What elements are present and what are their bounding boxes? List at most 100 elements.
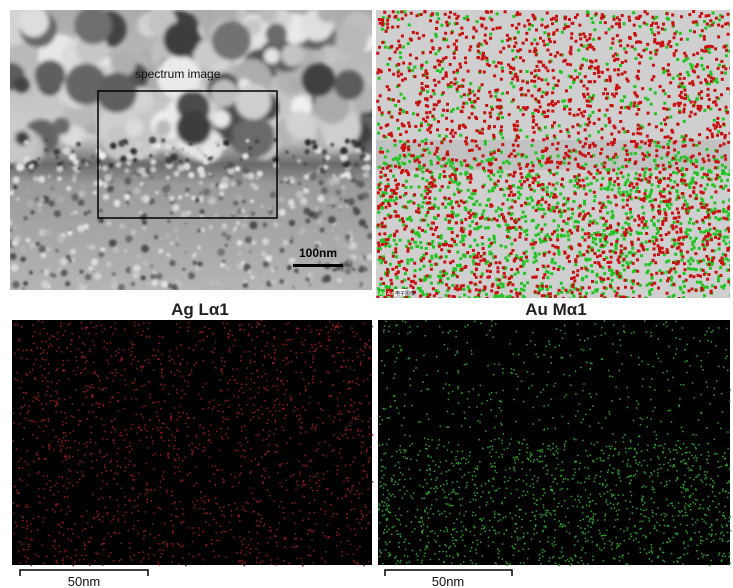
texture-grain — [250, 221, 258, 229]
texture-grain — [344, 171, 351, 178]
texture-grain — [210, 183, 215, 188]
texture-grain — [249, 250, 252, 253]
texture-grain — [317, 195, 324, 202]
texture-grain — [138, 210, 143, 215]
texture-grain — [71, 150, 74, 153]
texture-grain — [31, 210, 35, 214]
texture-grain — [79, 270, 83, 274]
texture-grain — [26, 200, 34, 208]
texture-grain — [224, 282, 232, 290]
texture-grain — [241, 223, 247, 229]
texture-grain — [176, 243, 179, 246]
texture-grain — [16, 163, 24, 171]
texture-grain — [261, 205, 264, 208]
texture-grain — [134, 175, 137, 178]
texture-grain — [261, 251, 266, 256]
texture-grain — [287, 265, 292, 270]
texture-grain — [342, 191, 345, 194]
texture-grain — [27, 161, 32, 166]
texture-grain — [222, 223, 228, 229]
texture-grain — [8, 157, 14, 163]
texture-grain — [110, 51, 136, 77]
texture-grain — [60, 258, 68, 266]
texture-grain — [44, 286, 47, 289]
texture-grain — [330, 143, 334, 147]
texture-grain — [220, 263, 225, 268]
texture-grain — [367, 233, 373, 239]
texture-grain — [150, 159, 156, 165]
texture-grain — [343, 160, 351, 168]
legend-image: 电子图像 — [395, 290, 415, 297]
texture-grain — [290, 79, 302, 91]
texture-grain — [235, 194, 243, 202]
texture-grain — [176, 238, 178, 240]
texture-grain — [39, 229, 46, 236]
texture-grain — [109, 163, 114, 168]
texture-grain — [320, 228, 325, 233]
texture-grain — [14, 77, 30, 93]
texture-grain — [156, 273, 162, 279]
ag-title: Ag Lα1 — [171, 300, 229, 319]
texture-grain — [340, 198, 342, 200]
texture-grain — [88, 210, 91, 213]
texture-grain — [77, 225, 84, 232]
texture-grain — [340, 147, 348, 155]
texture-grain — [47, 175, 50, 178]
texture-grain — [359, 219, 367, 227]
overlay-image — [376, 10, 733, 301]
texture-grain — [39, 197, 45, 203]
texture-grain — [203, 188, 210, 195]
texture-grain — [124, 177, 131, 184]
texture-grain — [263, 261, 270, 268]
texture-grain — [129, 201, 132, 204]
texture-grain — [81, 158, 86, 163]
texture-grain — [249, 147, 252, 150]
texture-grain — [124, 194, 130, 200]
texture-grain — [182, 272, 184, 274]
texture-grain — [39, 209, 41, 211]
sem-scale-label: 100nm — [299, 246, 337, 260]
texture-grain — [119, 223, 125, 229]
texture-grain — [258, 4, 277, 23]
texture-grain — [334, 70, 364, 100]
texture-grain — [10, 229, 13, 232]
texture-grain — [293, 156, 295, 158]
texture-grain — [150, 167, 156, 173]
texture-grain — [293, 267, 299, 273]
texture-grain — [351, 139, 356, 144]
texture-grain — [29, 271, 33, 275]
texture-grain — [270, 268, 275, 273]
au-title: Au Mα1 — [525, 300, 586, 319]
texture-grain — [272, 207, 275, 210]
texture-grain — [172, 147, 174, 149]
texture-grain — [242, 153, 248, 159]
texture-grain — [160, 237, 162, 239]
texture-grain — [273, 163, 279, 169]
texture-grain — [142, 184, 145, 187]
texture-grain — [208, 173, 211, 176]
texture-grain — [196, 288, 199, 291]
texture-grain — [72, 167, 74, 169]
au-map — [378, 320, 730, 565]
texture-grain — [289, 239, 293, 243]
ag-map — [12, 320, 372, 565]
texture-grain — [11, 264, 19, 272]
texture-grain — [204, 155, 206, 157]
texture-grain — [238, 251, 243, 256]
texture-grain — [126, 200, 129, 203]
texture-grain — [29, 243, 35, 249]
texture-grain — [76, 142, 80, 146]
texture-grain — [177, 282, 184, 289]
texture-grain — [321, 187, 328, 194]
texture-grain — [345, 234, 351, 240]
texture-grain — [158, 248, 163, 253]
texture-grain — [363, 267, 368, 272]
texture-grain — [73, 159, 79, 165]
texture-grain — [25, 261, 28, 264]
texture-grain — [9, 253, 16, 260]
texture-grain — [97, 73, 137, 113]
texture-grain — [83, 211, 88, 216]
texture-grain — [339, 174, 344, 179]
texture-grain — [156, 120, 172, 136]
texture-grain — [233, 200, 239, 206]
